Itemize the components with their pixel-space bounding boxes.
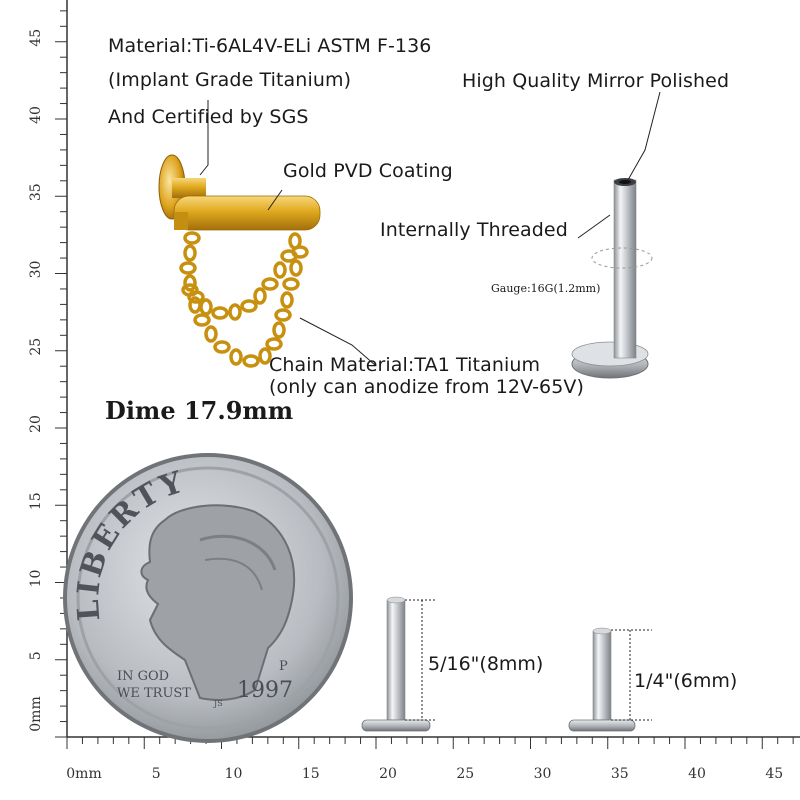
long-post-size: 5/16"(8mm) — [428, 653, 544, 675]
chain-link — [280, 291, 294, 309]
material-spec-line3: And Certified by SGS — [108, 106, 309, 128]
callout-lines — [199, 91, 661, 366]
chain-link — [211, 306, 229, 320]
dime-initials: JS — [213, 699, 223, 708]
chain-link — [265, 337, 283, 351]
chain-link — [204, 325, 218, 343]
gold-labret-chain — [158, 154, 321, 368]
ruler-x-label: 5 — [152, 766, 161, 782]
ruler-x-label: 20 — [379, 766, 397, 782]
thread-spec: Internally Threaded — [380, 219, 568, 241]
chain-material-line2: (only can anodize from 12V-65V) — [269, 376, 585, 398]
ruler-y-label: 30 — [28, 261, 44, 279]
chain-link — [274, 308, 292, 322]
chain-link — [179, 261, 197, 275]
chain-link — [183, 244, 197, 262]
chain-link — [199, 298, 213, 316]
ruler-left — [55, 0, 68, 738]
chain-link — [229, 348, 243, 366]
dime-coin: LIBERTY IN GOD WE TRUST 1997 P JS — [63, 453, 353, 743]
ruler-x-label: 40 — [688, 766, 706, 782]
chain-link — [188, 296, 202, 314]
chain-link — [183, 274, 197, 292]
chain-link — [228, 303, 242, 321]
dime-motto-2: WE TRUST — [117, 686, 191, 701]
chain-material-line1: Chain Material:TA1 Titanium — [269, 354, 541, 376]
ruler-y-label: 40 — [28, 106, 44, 124]
ruler-y-label: 45 — [28, 29, 44, 47]
material-spec-line1: Material:Ti-6AL4V-ELi ASTM F-136 — [108, 35, 432, 57]
dime-size-title: Dime 17.9mm — [105, 396, 294, 425]
ruler-x-label: 25 — [456, 766, 474, 782]
chain-link — [242, 354, 260, 368]
coating-spec: Gold PVD Coating — [283, 160, 453, 182]
chain-link — [282, 277, 300, 291]
chain-link — [273, 261, 287, 279]
ruler-x-label: 35 — [611, 766, 629, 782]
dime-year: 1997 — [237, 678, 293, 703]
silver-post-8mm — [361, 596, 437, 732]
ruler-y-label: 25 — [28, 338, 44, 356]
chain-link — [289, 259, 303, 277]
dime-motto-1: IN GOD — [117, 669, 169, 684]
ruler-x-label: 45 — [765, 766, 783, 782]
chain-link — [253, 287, 267, 305]
ruler-x-label: 10 — [225, 766, 243, 782]
ruler-x-label: 30 — [534, 766, 552, 782]
polish-spec: High Quality Mirror Polished — [462, 70, 730, 92]
material-spec-line2: (Implant Grade Titanium) — [108, 69, 352, 91]
chain-link — [213, 340, 231, 354]
chain-link — [193, 313, 211, 327]
ruler-y-label: 5 — [28, 651, 44, 660]
chain-link — [291, 245, 309, 259]
short-post-size: 1/4"(6mm) — [634, 670, 738, 692]
chain-link — [272, 321, 286, 339]
gauge-spec: Gauge:16G(1.2mm) — [491, 282, 601, 295]
ruler-y-label: 20 — [28, 415, 44, 433]
dime-mint-mark: P — [279, 659, 288, 674]
ruler-labels: 0mm 5 10 15 20 25 30 35 40 45 0mm 5 10 15 20 25 30 35 40 45 — [28, 29, 783, 782]
ruler-x-label: 15 — [302, 766, 320, 782]
chain-link — [258, 347, 272, 365]
chain-link — [261, 277, 279, 291]
chain-link — [181, 283, 199, 297]
ruler-y-label: 15 — [28, 492, 44, 510]
ruler-y-label-0: 0mm — [28, 696, 44, 731]
ruler-x-label-0: 0mm — [66, 766, 101, 782]
ruler-y-label: 10 — [28, 570, 44, 588]
silver-labret-large — [571, 178, 653, 379]
chain-link — [240, 299, 258, 313]
silver-post-6mm — [568, 627, 652, 732]
ruler-y-label: 35 — [28, 183, 44, 201]
chain-link — [183, 231, 201, 245]
